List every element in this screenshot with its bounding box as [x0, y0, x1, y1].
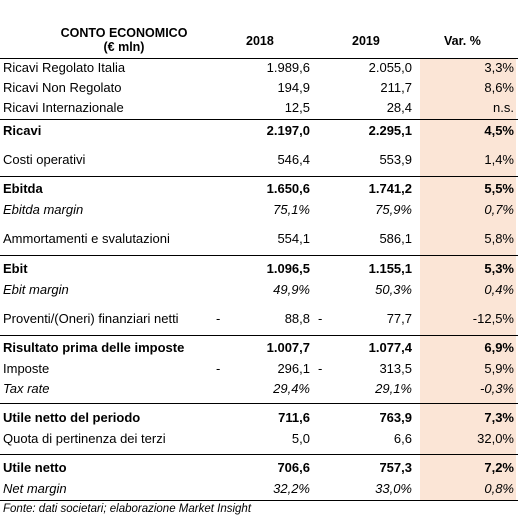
minus-sign-2018: -	[216, 311, 221, 326]
row-label: Tax rate	[3, 381, 50, 396]
separator-line	[0, 176, 518, 177]
value-2019: 313,5	[379, 361, 412, 376]
column-header-var: Var. %	[444, 34, 481, 48]
value-2018: 554,1	[277, 231, 310, 246]
table-bottom-line	[0, 500, 518, 501]
value-2018: 1.650,6	[266, 181, 310, 196]
value-2018: 49,9%	[273, 282, 310, 297]
value-2018: 194,9	[277, 80, 310, 95]
row-label: Net margin	[3, 481, 67, 496]
value-2019: 75,9%	[375, 202, 412, 217]
separator-line	[0, 454, 518, 455]
value-2019: 50,3%	[375, 282, 412, 297]
value-var: 6,9%	[484, 340, 514, 355]
value-2019: 211,7	[380, 80, 412, 95]
separator-line	[0, 335, 518, 336]
value-var: 3,3%	[484, 60, 514, 75]
column-header-2019: 2019	[352, 34, 380, 48]
row-label: Ammortamenti e svalutazioni	[3, 231, 170, 246]
value-2019: 757,3	[379, 460, 412, 475]
value-2019: 33,0%	[375, 481, 412, 496]
separator-line	[0, 403, 518, 404]
row-label: Ricavi Non Regolato	[3, 80, 122, 95]
table-title: CONTO ECONOMICO (€ mln)	[24, 26, 224, 54]
value-2018: 29,4%	[273, 381, 310, 396]
value-var: 8,6%	[484, 80, 514, 95]
value-var: 5,5%	[484, 181, 514, 196]
row-label: Utile netto del periodo	[3, 410, 141, 425]
value-2018: 1.989,6	[266, 60, 310, 75]
value-2019: 2.055,0	[368, 60, 412, 75]
value-2019: 1.155,1	[368, 261, 412, 276]
value-2018: 711,6	[278, 410, 310, 425]
value-2019: 28,4	[386, 100, 412, 115]
value-2019: 586,1	[379, 231, 412, 246]
title-line1: CONTO ECONOMICO	[60, 26, 188, 40]
row-label: Proventi/(Oneri) finanziari netti	[3, 311, 179, 326]
row-label: Utile netto	[3, 460, 67, 475]
row-label: Risultato prima delle imposte	[3, 340, 185, 355]
value-var: 5,9%	[484, 361, 514, 376]
row-label: Ebit	[3, 261, 28, 276]
source-footnote: Fonte: dati societari; elaborazione Mark…	[3, 503, 252, 515]
value-2018: 706,6	[277, 460, 310, 475]
table-header: CONTO ECONOMICO (€ mln) 2018 2019 Var. %	[0, 0, 518, 59]
separator-line	[0, 119, 518, 120]
value-var: n.s.	[493, 100, 514, 115]
column-header-2018: 2018	[246, 34, 274, 48]
row-label: Ricavi	[3, 123, 42, 138]
value-var: 32,0%	[477, 431, 514, 446]
row-label: Imposte	[3, 361, 50, 376]
value-2018: 296,1	[277, 361, 310, 376]
value-var: 0,8%	[484, 481, 514, 496]
separator-line	[0, 255, 518, 256]
row-label: Ebit margin	[3, 282, 69, 297]
value-var: 0,4%	[484, 282, 514, 297]
value-2018: 5,0	[291, 431, 310, 446]
row-label: Costi operativi	[3, 152, 86, 167]
title-line2: (€ mln)	[103, 40, 145, 54]
value-2018: 1.007,7	[266, 340, 310, 355]
value-2019: 6,6	[393, 431, 412, 446]
value-2018: 2.197,0	[266, 123, 310, 138]
row-label: Quota di pertinenza dei terzi	[3, 431, 166, 446]
value-2019: 1.741,2	[368, 181, 412, 196]
value-2019: 1.077,4	[368, 340, 412, 355]
value-var: 7,2%	[484, 460, 514, 475]
value-var: 5,3%	[484, 261, 514, 276]
value-var: 1,4%	[484, 152, 514, 167]
value-2019: 763,9	[379, 410, 412, 425]
value-2018: 1.096,5	[266, 261, 310, 276]
value-2019: 2.295,1	[368, 123, 412, 138]
row-label: Ricavi Internazionale	[3, 100, 124, 115]
value-var: 4,5%	[484, 123, 514, 138]
minus-sign-2018: -	[216, 361, 221, 376]
value-2018: 75,1%	[273, 202, 310, 217]
value-var: 7,3%	[484, 410, 514, 425]
value-2018: 546,4	[277, 152, 310, 167]
value-2019: 29,1%	[375, 381, 412, 396]
value-2019: 553,9	[379, 152, 412, 167]
value-var: 5,8%	[484, 231, 514, 246]
value-var: 0,7%	[484, 202, 514, 217]
minus-sign-2019: -	[318, 361, 323, 376]
value-var: -12,5%	[472, 311, 514, 326]
row-label: Ricavi Regolato Italia	[3, 60, 126, 75]
row-label: Ebitda margin	[3, 202, 84, 217]
row-label: Ebitda	[3, 181, 43, 196]
value-2018: 12,5	[284, 100, 310, 115]
minus-sign-2019: -	[318, 311, 323, 326]
variation-column-background	[420, 58, 516, 500]
value-2018: 88,8	[284, 311, 310, 326]
value-2019: 77,7	[386, 311, 412, 326]
value-2018: 32,2%	[273, 481, 310, 496]
value-var: -0,3%	[480, 381, 514, 396]
